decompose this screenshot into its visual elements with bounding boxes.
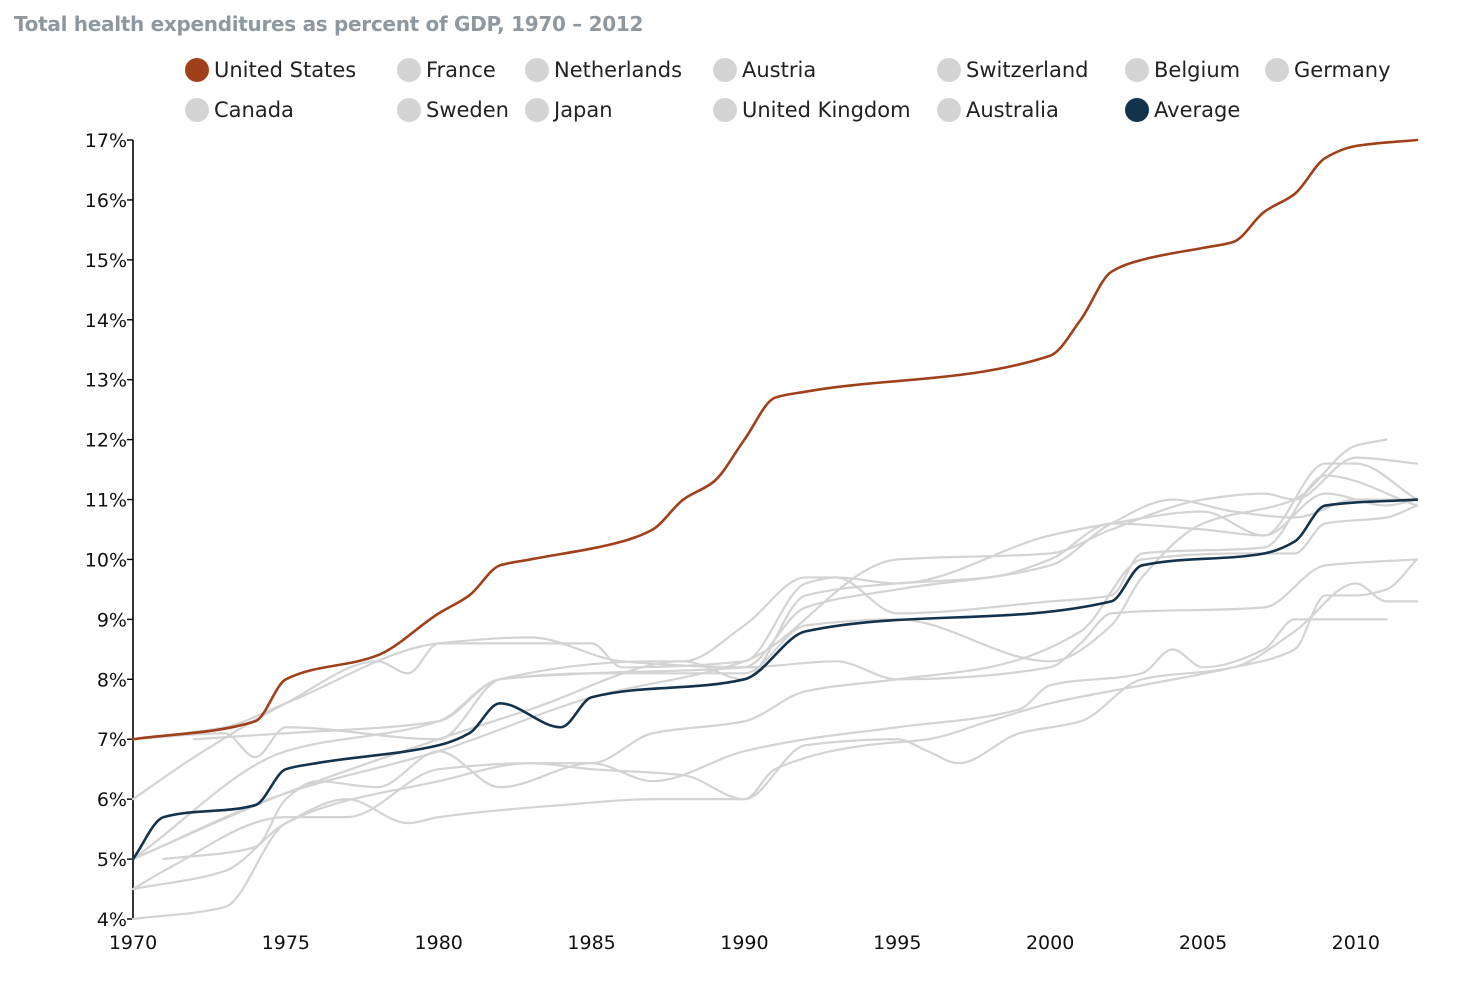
x-tick-label: 2000 (1026, 932, 1074, 954)
legend-label: Sweden (426, 98, 509, 122)
x-tick-label: 2005 (1179, 932, 1227, 954)
series-line-switzerland (131, 498, 1419, 861)
legend: United States France Netherlands Austria Swi… (0, 0, 1479, 130)
legend-label: Australia (966, 98, 1059, 122)
series-line-average (131, 498, 1419, 861)
y-tick-label: 15% (85, 250, 127, 272)
chart-title: Total health expenditures as percent of … (14, 12, 644, 36)
series-line-france (131, 456, 1419, 861)
legend-swatch (713, 98, 737, 122)
y-tick-label: 13% (85, 370, 127, 392)
x-tick-label: 1975 (262, 932, 310, 954)
series-line-canada (131, 474, 1419, 759)
series-layer (131, 138, 1419, 921)
legend-item-average[interactable]: Average (1125, 97, 1240, 123)
y-tick-label: 4% (97, 909, 127, 931)
y-tick-label: 7% (97, 729, 127, 751)
series-line-united-kingdom (131, 582, 1419, 891)
legend-label: France (426, 58, 496, 82)
legend-label: Japan (554, 98, 613, 122)
x-tick-label: 2010 (1332, 932, 1380, 954)
legend-swatch (937, 58, 961, 82)
series-line-united-states (131, 138, 1419, 741)
y-tick-label: 11% (85, 490, 127, 512)
legend-item-netherlands[interactable]: Netherlands (525, 57, 682, 83)
legend-swatch (525, 98, 549, 122)
legend-label: Germany (1294, 58, 1391, 82)
series-line-sweden (131, 558, 1419, 741)
legend-item-switzerland[interactable]: Switzerland (937, 57, 1089, 83)
x-tick-label: 1990 (720, 932, 768, 954)
legend-item-belgium[interactable]: Belgium (1125, 57, 1240, 83)
legend-label: United States (214, 58, 357, 82)
legend-item-australia[interactable]: Australia (937, 97, 1059, 123)
legend-label: Average (1154, 98, 1241, 122)
x-tick-label: 1985 (567, 932, 615, 954)
legend-item-japan[interactable]: Japan (525, 97, 613, 123)
legend-item-sweden[interactable]: Sweden (397, 97, 509, 123)
legend-swatch (525, 58, 549, 82)
legend-item-canada[interactable]: Canada (185, 97, 294, 123)
y-tick-label: 14% (85, 310, 127, 332)
series-line-belgium (131, 504, 1419, 921)
legend-label: Austria (742, 58, 817, 82)
legend-swatch (1125, 58, 1149, 82)
legend-swatch (185, 58, 209, 82)
legend-item-united-kingdom[interactable]: United Kingdom (713, 97, 911, 123)
legend-swatch (1125, 98, 1149, 122)
y-tick-label: 10% (85, 549, 127, 571)
axes: 4% 5% 6% 7% 8% 9% 10% 11% 12% 13% 14% 15% 16% 17% 1970… (85, 130, 1380, 954)
legend-label: Netherlands (554, 58, 683, 82)
y-tick-label: 12% (85, 430, 127, 452)
series-line-japan (131, 558, 1419, 891)
series-line-netherlands (193, 438, 1388, 741)
legend-label: Canada (214, 98, 294, 122)
legend-swatch (1265, 58, 1289, 82)
legend-swatch (185, 98, 209, 122)
y-tick-label: 9% (97, 609, 127, 631)
y-tick-label: 6% (97, 789, 127, 811)
legend-swatch (397, 98, 421, 122)
legend-label: Switzerland (966, 58, 1089, 82)
legend-item-germany[interactable]: Germany (1265, 57, 1391, 83)
y-tick-label: 17% (85, 130, 127, 152)
legend-item-france[interactable]: France (397, 57, 496, 83)
y-tick-label: 16% (85, 190, 127, 212)
x-tick-label: 1970 (109, 932, 157, 954)
legend-item-united-states[interactable]: United States (185, 57, 356, 83)
legend-swatch (713, 58, 737, 82)
x-tick-label: 1980 (415, 932, 463, 954)
legend-swatch (397, 58, 421, 82)
legend-swatch (937, 98, 961, 122)
series-line-australia (162, 618, 1388, 861)
y-tick-label: 5% (97, 849, 127, 871)
y-tick-label: 8% (97, 669, 127, 691)
legend-label: Belgium (1154, 58, 1241, 82)
legend-item-austria[interactable]: Austria (713, 57, 816, 83)
x-tick-label: 1995 (873, 932, 921, 954)
series-line-germany (131, 462, 1419, 801)
legend-label: United Kingdom (742, 98, 911, 122)
